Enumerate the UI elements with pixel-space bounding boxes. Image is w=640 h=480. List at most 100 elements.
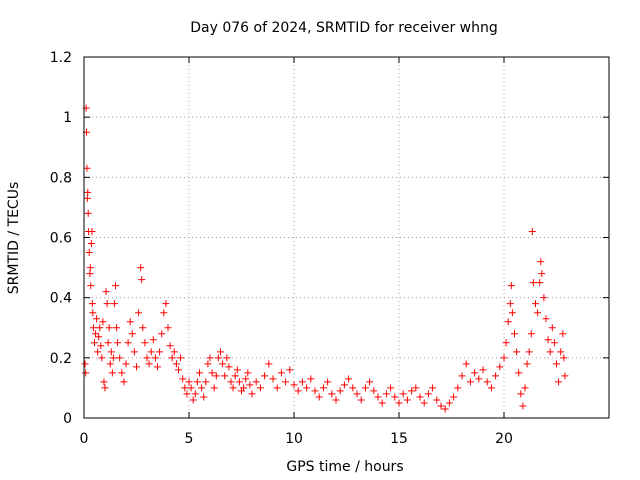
data-point bbox=[374, 393, 382, 401]
data-point bbox=[370, 387, 378, 395]
data-point bbox=[454, 384, 462, 392]
data-point bbox=[523, 360, 531, 368]
data-point bbox=[298, 378, 306, 386]
data-point bbox=[536, 279, 544, 287]
data-point bbox=[269, 375, 277, 383]
data-point bbox=[450, 393, 458, 401]
data-point bbox=[540, 294, 548, 302]
x-tick-label: 5 bbox=[185, 431, 194, 447]
data-point bbox=[107, 348, 115, 356]
data-point bbox=[487, 384, 495, 392]
data-point bbox=[328, 390, 336, 398]
data-point bbox=[240, 384, 248, 392]
data-point bbox=[225, 363, 233, 371]
data-point bbox=[116, 354, 124, 362]
data-point bbox=[181, 384, 189, 392]
data-point bbox=[412, 384, 420, 392]
data-point bbox=[282, 378, 290, 386]
data-point bbox=[200, 393, 208, 401]
data-point bbox=[183, 390, 191, 398]
data-point bbox=[158, 330, 166, 338]
data-point bbox=[139, 324, 147, 332]
data-point bbox=[519, 402, 527, 410]
data-point bbox=[110, 300, 118, 308]
data-point bbox=[391, 393, 399, 401]
data-point bbox=[137, 264, 145, 272]
data-point bbox=[387, 384, 395, 392]
data-point bbox=[164, 324, 172, 332]
x-tick-label: 20 bbox=[495, 431, 513, 447]
data-point bbox=[550, 339, 558, 347]
data-point bbox=[349, 384, 357, 392]
data-point bbox=[483, 378, 491, 386]
data-point bbox=[294, 387, 302, 395]
data-point bbox=[502, 339, 510, 347]
data-point bbox=[168, 354, 176, 362]
data-point bbox=[99, 318, 107, 326]
data-point bbox=[217, 348, 224, 356]
data-point bbox=[88, 300, 96, 308]
data-point bbox=[229, 384, 237, 392]
data-point bbox=[147, 348, 155, 356]
data-point bbox=[145, 360, 153, 368]
x-tick-label: 10 bbox=[285, 431, 303, 447]
data-point bbox=[126, 318, 134, 326]
data-point bbox=[357, 396, 365, 404]
data-point bbox=[112, 282, 119, 290]
data-point bbox=[479, 366, 487, 374]
data-point bbox=[555, 378, 563, 386]
data-point bbox=[475, 375, 483, 383]
data-point bbox=[462, 360, 470, 368]
data-point bbox=[303, 384, 311, 392]
data-point bbox=[424, 390, 432, 398]
data-point bbox=[231, 372, 239, 380]
data-point bbox=[214, 354, 222, 362]
data-point bbox=[103, 300, 111, 308]
data-point bbox=[340, 381, 348, 389]
data-point bbox=[109, 354, 117, 362]
data-point bbox=[212, 372, 220, 380]
data-point bbox=[437, 402, 445, 410]
data-point bbox=[441, 405, 449, 413]
data-point bbox=[82, 369, 90, 377]
data-point bbox=[559, 330, 567, 338]
data-point bbox=[202, 378, 210, 386]
data-point bbox=[172, 360, 180, 368]
data-point bbox=[508, 309, 516, 317]
data-point bbox=[223, 354, 231, 362]
data-point bbox=[525, 348, 533, 356]
data-point bbox=[91, 339, 98, 347]
data-point bbox=[532, 300, 539, 308]
data-point bbox=[100, 378, 108, 386]
data-point bbox=[286, 366, 294, 374]
data-point bbox=[106, 360, 114, 368]
data-point bbox=[154, 363, 161, 371]
data-point bbox=[513, 348, 521, 356]
data-point bbox=[221, 372, 229, 380]
data-point bbox=[101, 384, 109, 392]
data-point bbox=[128, 330, 136, 338]
data-point bbox=[542, 315, 550, 323]
data-point bbox=[252, 378, 260, 386]
data-point bbox=[561, 372, 569, 380]
data-point bbox=[210, 384, 218, 392]
data-point bbox=[403, 396, 411, 404]
data-point bbox=[277, 369, 285, 377]
data-point bbox=[548, 324, 556, 332]
data-point bbox=[86, 264, 94, 272]
x-tick-label: 15 bbox=[390, 431, 408, 447]
data-point bbox=[529, 279, 537, 287]
data-point bbox=[506, 300, 514, 308]
data-point bbox=[118, 369, 126, 377]
data-point bbox=[133, 363, 140, 371]
data-point bbox=[177, 354, 185, 362]
data-point bbox=[87, 282, 95, 290]
data-point bbox=[196, 369, 203, 377]
data-point bbox=[445, 399, 453, 407]
data-point bbox=[492, 372, 500, 380]
data-point bbox=[191, 390, 199, 398]
data-point bbox=[187, 384, 195, 392]
y-axis-label: SRMTID / TECUs bbox=[6, 182, 22, 295]
chart-title: Day 076 of 2024, SRMTID for receiver whn… bbox=[190, 20, 498, 36]
data-point bbox=[235, 378, 243, 386]
